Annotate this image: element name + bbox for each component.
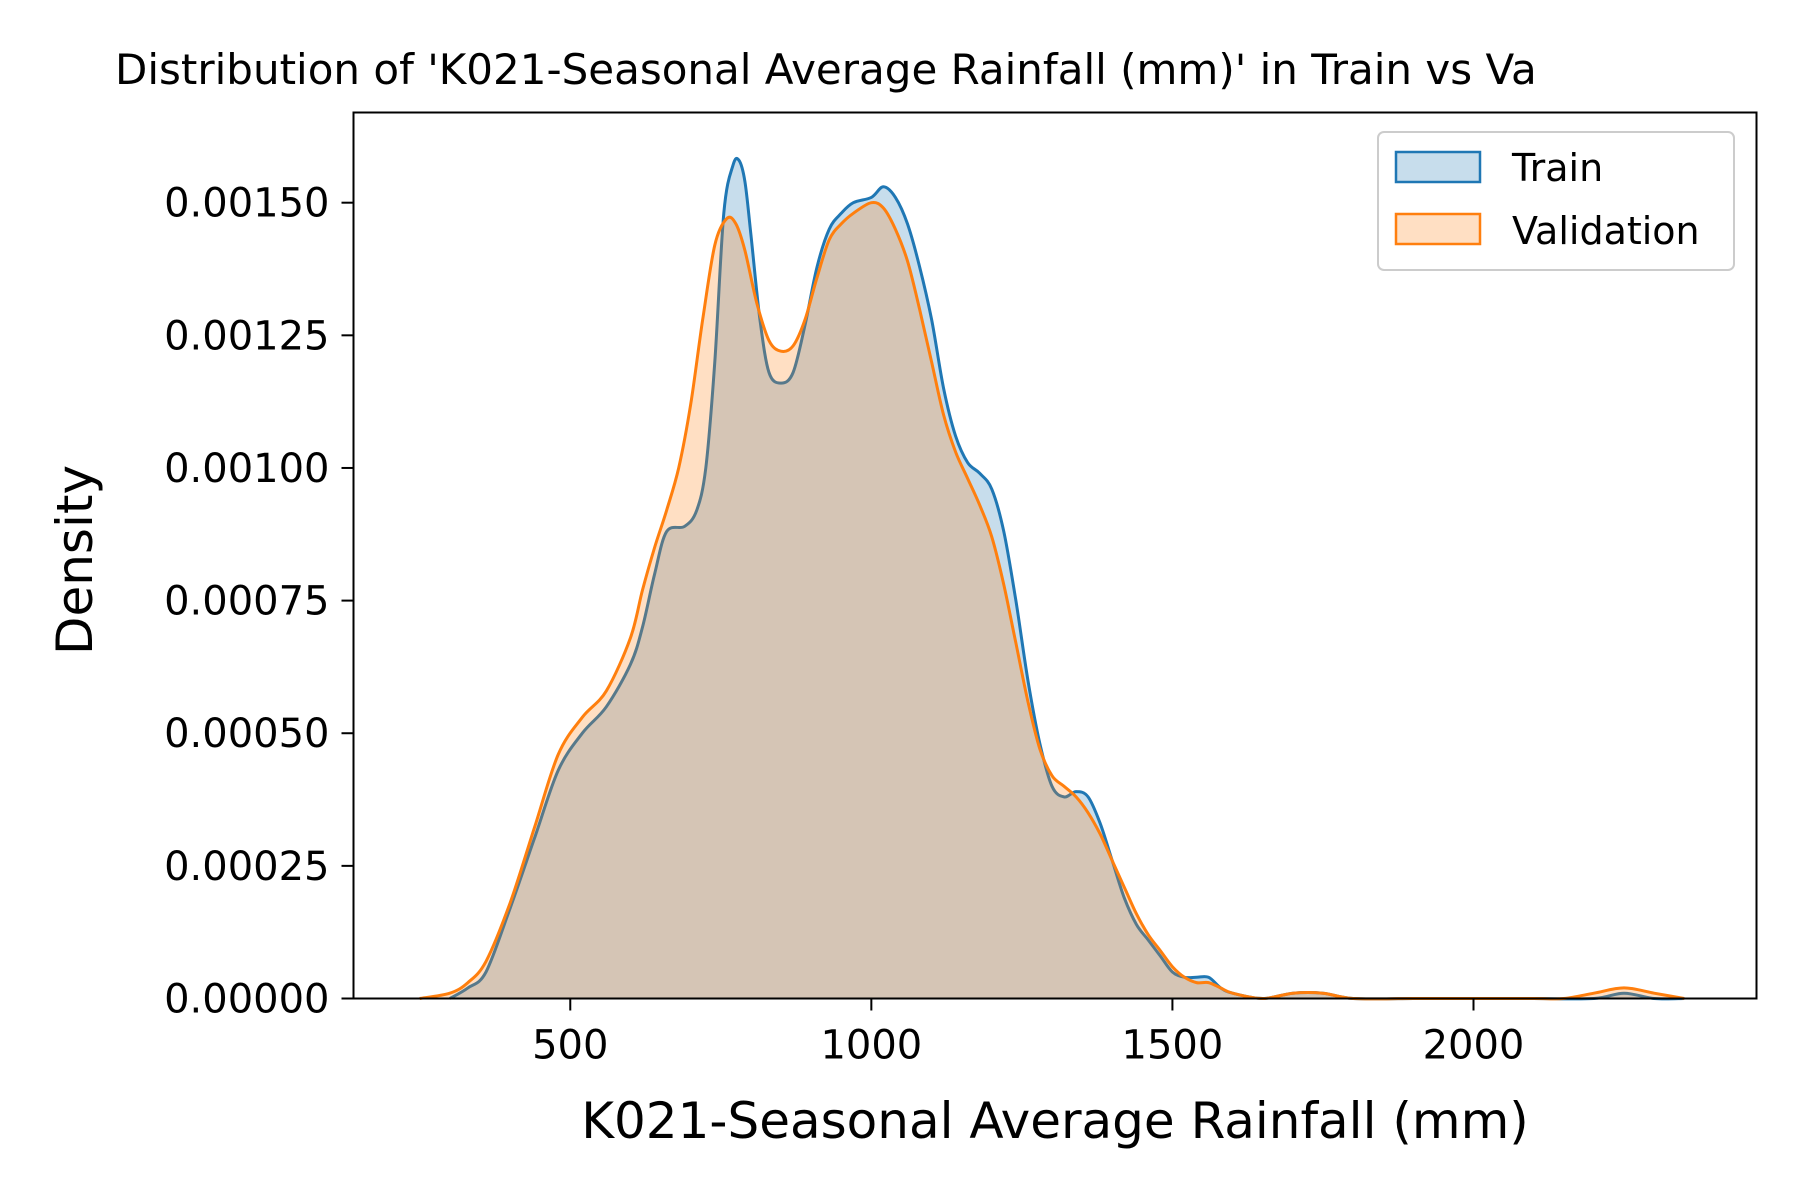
y-axis-label: Density: [46, 465, 104, 655]
x-tick-label-1000: 1000: [820, 1023, 922, 1069]
y-axis: 0.00000 0.00025 0.00050 0.00075 0.00100 0.001…: [164, 181, 354, 1023]
x-tick-label-2000: 2000: [1423, 1023, 1525, 1069]
x-tick-label-500: 500: [532, 1023, 608, 1069]
x-axis: 500 1000 1500 2000: [532, 998, 1525, 1069]
y-tick-label-2: 0.00050: [164, 711, 329, 757]
x-tick-label-1500: 1500: [1122, 1023, 1224, 1069]
y-tick-label-1: 0.00025: [164, 844, 329, 890]
y-tick-label-5: 0.00125: [164, 313, 329, 359]
plot-frame: [352, 111, 1758, 1000]
y-tick-label-6: 0.00150: [164, 181, 329, 227]
series-area-train: [449, 158, 1685, 999]
y-tick-label-3: 0.00075: [164, 579, 329, 625]
series-layer: [419, 156, 1685, 1001]
series-line-validation: [419, 200, 1685, 1001]
series-area-validation: [419, 202, 1685, 999]
legend-label-validation: Validation: [1512, 209, 1700, 253]
chart-title: Distribution of 'K021-Seasonal Average R…: [115, 45, 1537, 94]
legend-label-train: Train: [1511, 146, 1603, 190]
legend-swatch-validation: [1394, 212, 1482, 246]
legend-box: [1377, 131, 1735, 271]
x-axis-label: K021-Seasonal Average Rainfall (mm): [581, 1092, 1529, 1150]
y-tick-label-4: 0.00100: [164, 446, 329, 492]
legend-swatch-train: [1394, 150, 1482, 184]
legend: Train Validation: [1377, 131, 1735, 271]
y-tick-label-0: 0.00000: [164, 977, 329, 1023]
